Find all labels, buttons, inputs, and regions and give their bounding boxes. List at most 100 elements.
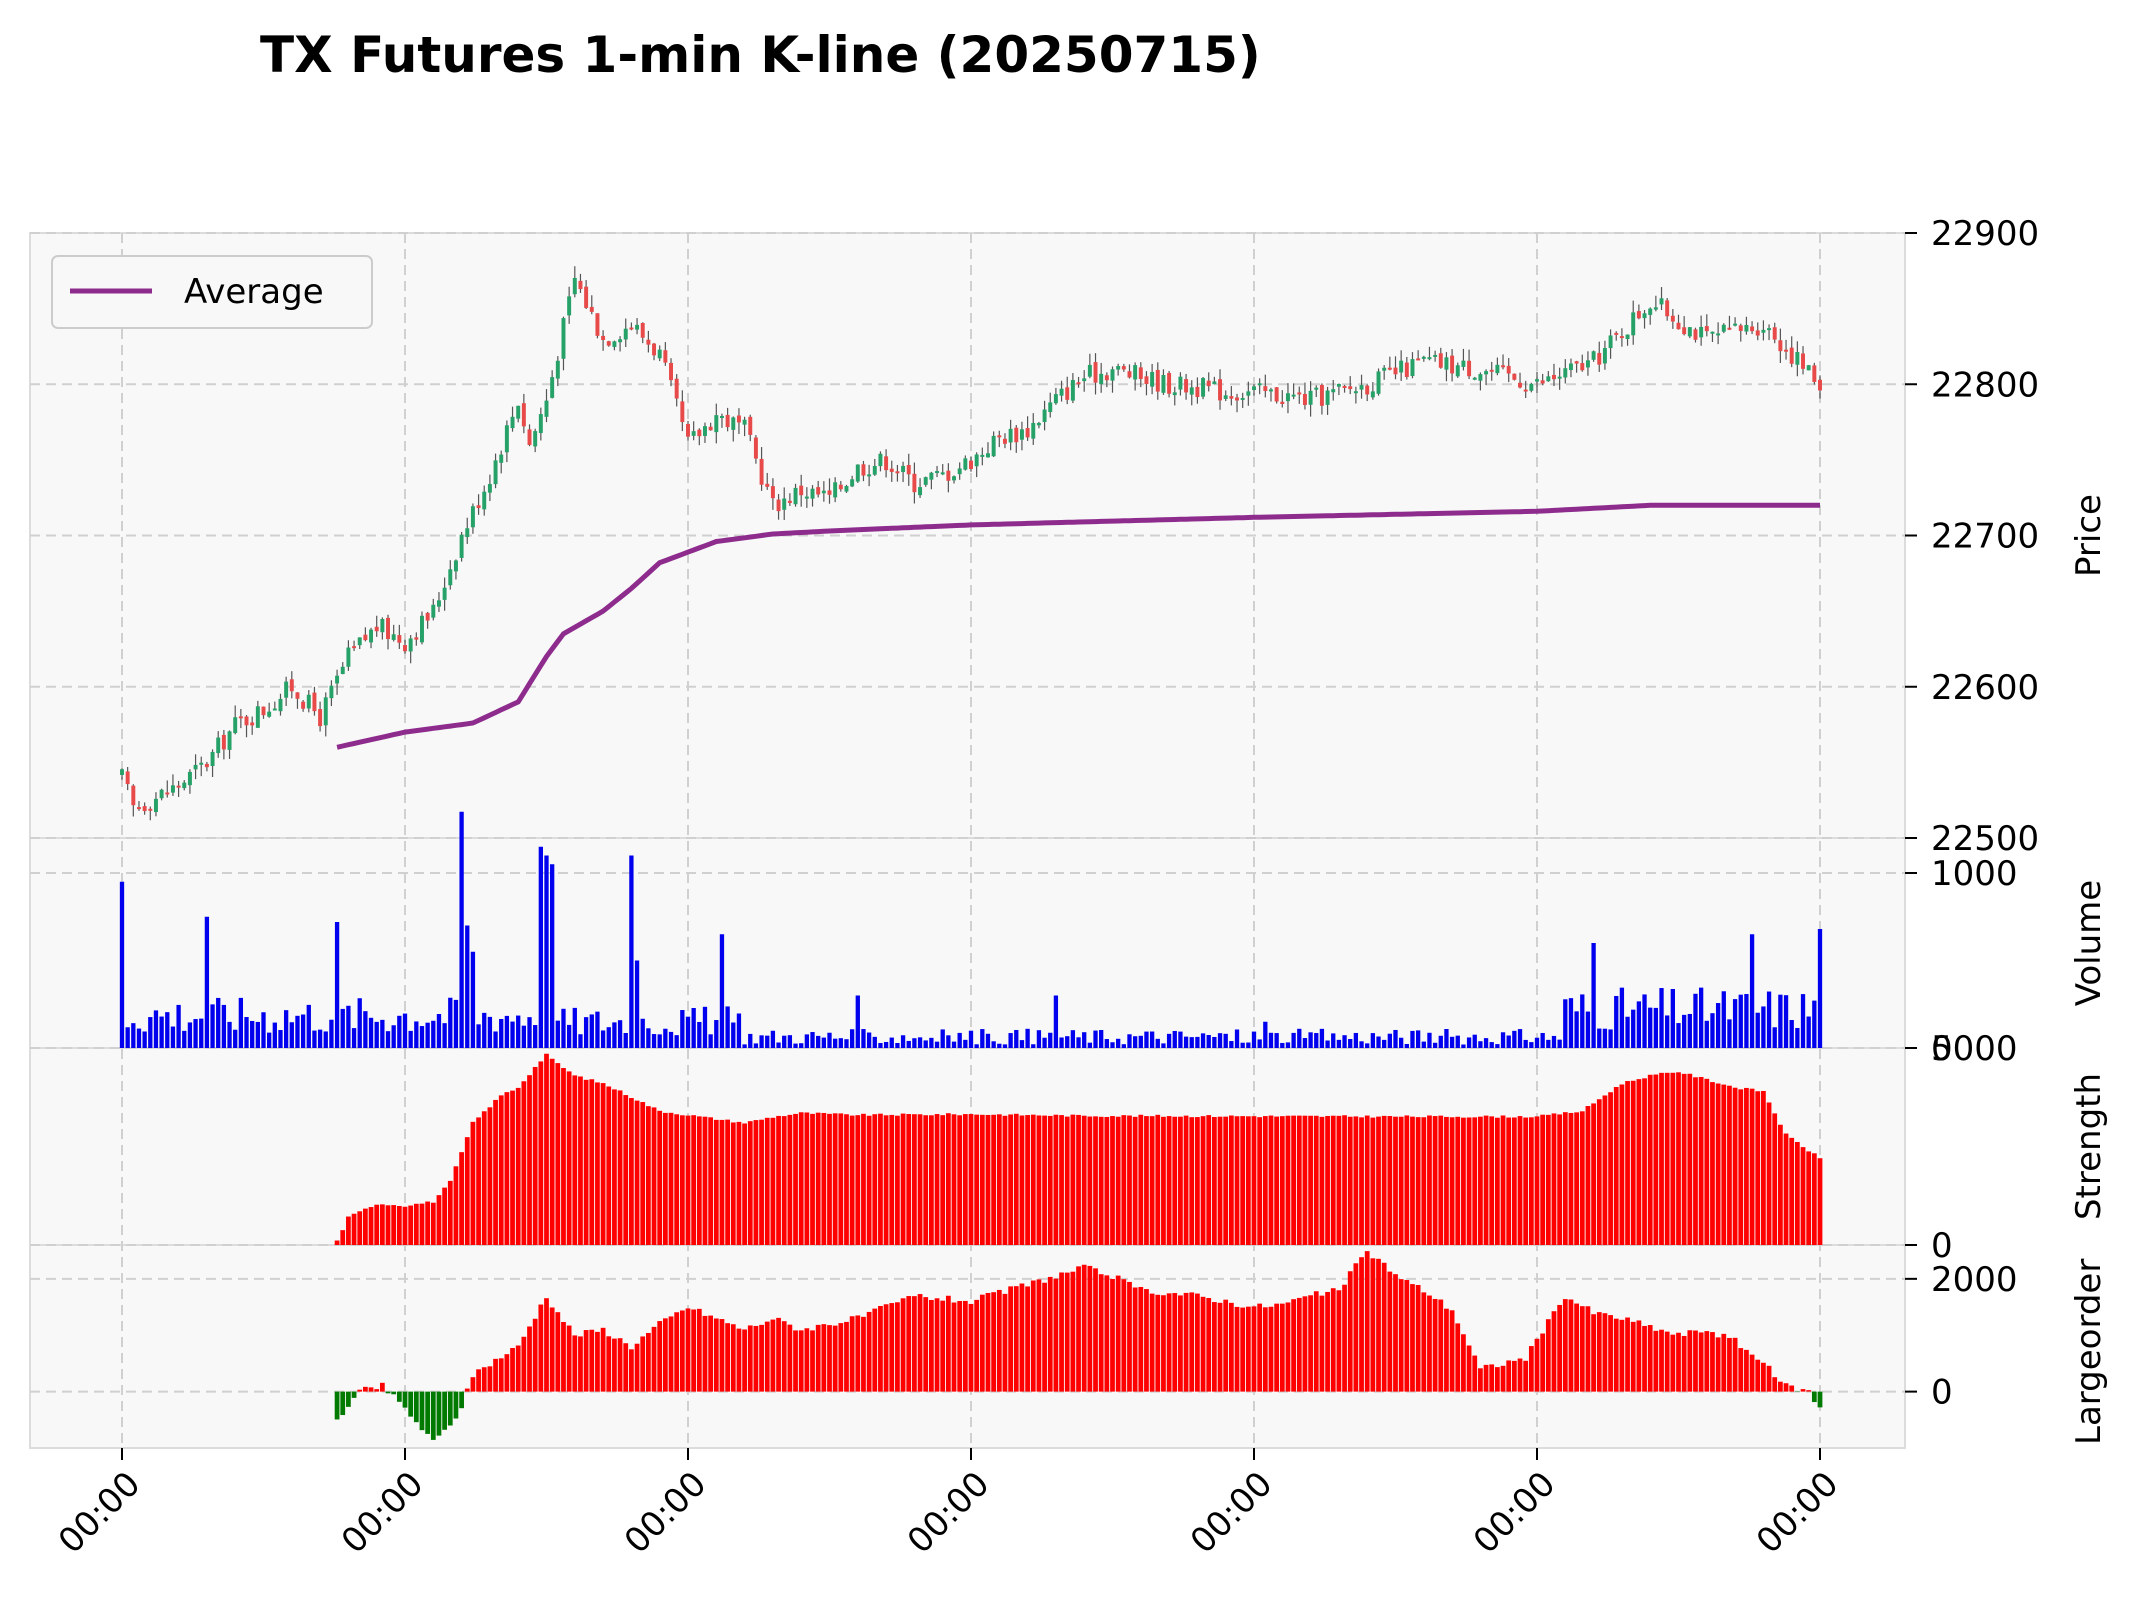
- volume-bar: [1795, 1027, 1800, 1048]
- largeorder-bar: [555, 1312, 561, 1392]
- candle-body: [957, 468, 962, 475]
- candle-body: [363, 634, 368, 641]
- strength-bar: [1234, 1116, 1240, 1245]
- candle-body: [510, 416, 515, 429]
- largeorder-bar: [1710, 1332, 1715, 1392]
- largeorder-bar: [923, 1297, 929, 1392]
- volume-bar: [725, 1006, 730, 1048]
- strength-bar: [730, 1122, 736, 1245]
- strength-bar: [1070, 1114, 1076, 1245]
- candle-body: [1365, 385, 1370, 395]
- candle-body: [1218, 379, 1223, 401]
- candle-body: [544, 400, 549, 417]
- candle-body: [250, 722, 255, 726]
- strength-bar: [804, 1112, 810, 1245]
- candle-body: [1235, 397, 1240, 401]
- largeorder-bar: [764, 1321, 770, 1392]
- strength-bar: [1676, 1072, 1681, 1245]
- candle-body: [1585, 360, 1590, 368]
- volume-bar: [940, 1029, 945, 1048]
- strength-bar: [340, 1230, 346, 1245]
- volume-bar: [1229, 1041, 1234, 1048]
- strength-bar: [1568, 1112, 1574, 1245]
- candle-body: [1670, 315, 1675, 322]
- largeorder-bar: [1432, 1298, 1438, 1392]
- strength-bar: [538, 1061, 544, 1245]
- largeorder-bar: [1738, 1348, 1744, 1392]
- largeorder-bar: [1206, 1298, 1212, 1392]
- strength-bar: [487, 1107, 493, 1245]
- volume-bar: [148, 1017, 153, 1048]
- volume-bar: [1727, 1019, 1732, 1048]
- volume-bar: [1025, 1028, 1030, 1048]
- volume-bar: [125, 1027, 130, 1048]
- largeorder-bar: [419, 1391, 425, 1431]
- strength-bar: [1308, 1115, 1313, 1245]
- candle-body: [533, 431, 538, 447]
- volume-bar: [821, 1037, 826, 1048]
- candle-body: [872, 465, 877, 475]
- volume-bar: [227, 1021, 232, 1048]
- strength-bar: [979, 1114, 985, 1245]
- largeorder-bar: [1693, 1330, 1698, 1392]
- candle-body: [1302, 393, 1307, 405]
- largeorder-bar: [425, 1391, 431, 1434]
- volume-bar: [1585, 1011, 1591, 1048]
- largeorder-bar: [1342, 1284, 1347, 1392]
- volume-bar: [323, 1031, 328, 1048]
- candle-body: [1421, 356, 1426, 359]
- largeorder-bar: [396, 1391, 402, 1402]
- largeorder-bar: [1495, 1367, 1500, 1392]
- largeorder-bar: [1427, 1295, 1432, 1392]
- strength-bar: [827, 1113, 832, 1245]
- largeorder-bar: [1308, 1295, 1313, 1392]
- candle-body: [1699, 326, 1704, 338]
- largeorder-axis-label: Largeorder: [2069, 1259, 2109, 1445]
- volume-bar: [895, 1043, 900, 1048]
- candle-body: [1393, 367, 1398, 375]
- candle-body: [346, 647, 351, 667]
- candle-body: [210, 751, 215, 767]
- volume-bar: [799, 1043, 804, 1048]
- largeorder-bar: [787, 1324, 793, 1392]
- strength-bar: [798, 1112, 804, 1245]
- strength-bar: [1540, 1114, 1546, 1245]
- largeorder-axis-tick-label: 2000: [1931, 1260, 2018, 1300]
- strength-bar: [1132, 1116, 1138, 1245]
- candle-body: [1602, 348, 1607, 364]
- strength-bar: [1393, 1116, 1398, 1245]
- volume-bar: [1370, 1033, 1376, 1048]
- largeorder-bar: [391, 1391, 397, 1395]
- candle-body: [1750, 326, 1755, 332]
- largeorder-bar: [368, 1387, 374, 1392]
- candle-body: [369, 629, 374, 643]
- candle-body: [804, 496, 809, 499]
- volume-bar: [419, 1026, 425, 1048]
- candle-body: [686, 423, 690, 437]
- largeorder-bar: [1625, 1317, 1630, 1392]
- volume-bar: [414, 1021, 419, 1048]
- largeorder-bar: [493, 1358, 498, 1392]
- volume-bar: [1619, 987, 1625, 1048]
- strength-bar: [1257, 1117, 1263, 1245]
- volume-bar: [1800, 994, 1806, 1048]
- strength-bar: [781, 1116, 787, 1245]
- volume-bar: [855, 995, 860, 1048]
- strength-bar: [883, 1115, 889, 1245]
- strength-bar: [1195, 1117, 1200, 1245]
- candle-body: [1070, 379, 1075, 401]
- volume-bar: [1285, 1042, 1291, 1048]
- candle-body: [1489, 369, 1494, 372]
- largeorder-bar: [1257, 1303, 1263, 1392]
- candle-body: [1755, 330, 1760, 336]
- candle-body: [1184, 379, 1189, 393]
- strength-bar: [679, 1115, 685, 1245]
- strength-bar: [657, 1110, 663, 1245]
- volume-bar: [1755, 1012, 1760, 1048]
- candle-body: [1789, 347, 1794, 364]
- strength-bar: [430, 1202, 436, 1245]
- strength-bar: [1800, 1147, 1806, 1245]
- candle-body: [742, 419, 747, 425]
- largeorder-bar: [1296, 1297, 1302, 1392]
